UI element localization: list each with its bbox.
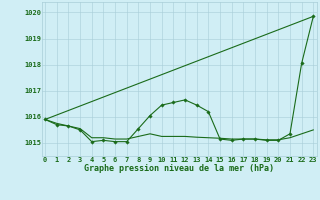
X-axis label: Graphe pression niveau de la mer (hPa): Graphe pression niveau de la mer (hPa) (84, 164, 274, 173)
